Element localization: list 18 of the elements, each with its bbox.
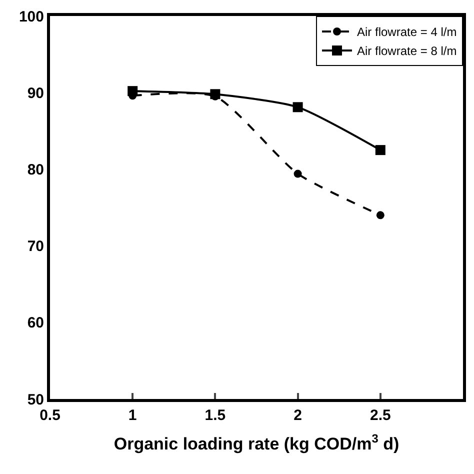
- x-tick-label: 0.5: [40, 407, 60, 424]
- point: [375, 145, 386, 156]
- y-tick-label: 80: [27, 161, 44, 178]
- point: [376, 211, 384, 220]
- y-tick-label: 90: [27, 84, 44, 102]
- y-tick-label: 70: [27, 238, 44, 256]
- x-tick-label: 1: [128, 407, 137, 424]
- x-tick-label: 1.5: [204, 407, 226, 424]
- x-tick-label: 2: [294, 407, 302, 424]
- y-tick-label: 100: [18, 8, 44, 26]
- y-tick-label: 50: [27, 391, 44, 408]
- legend-label: Air flowrate = 4 l/m: [357, 25, 457, 40]
- y-tick-label: 60: [27, 314, 44, 332]
- x-axis-title: Organic loading rate (kg COD/m$^{3}$ d): [114, 431, 400, 454]
- point: [292, 102, 303, 112]
- point: [294, 170, 302, 178]
- legend-label: Air flowrate = 8 l/m: [357, 44, 457, 58]
- x-tick-label: 2.5: [370, 407, 391, 424]
